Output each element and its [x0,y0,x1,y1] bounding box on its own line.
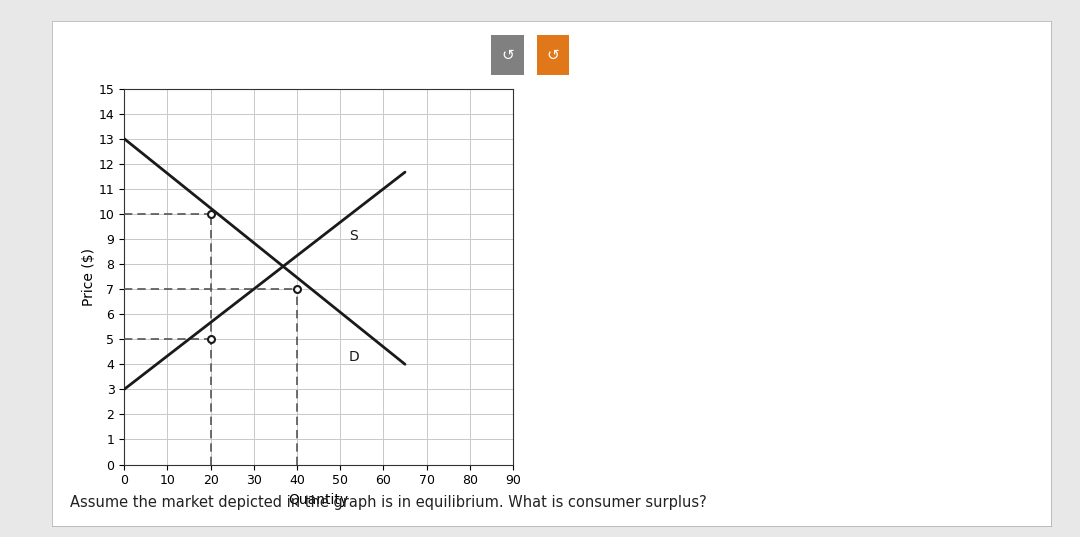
X-axis label: Quantity: Quantity [288,493,349,507]
Y-axis label: Price ($): Price ($) [82,248,96,306]
Text: Assume the market depicted in the graph is in equilibrium. What is consumer surp: Assume the market depicted in the graph … [70,495,707,510]
Text: D: D [349,350,360,364]
Text: S: S [349,229,357,243]
Text: ↺: ↺ [501,48,514,62]
Text: ↺: ↺ [546,48,559,62]
